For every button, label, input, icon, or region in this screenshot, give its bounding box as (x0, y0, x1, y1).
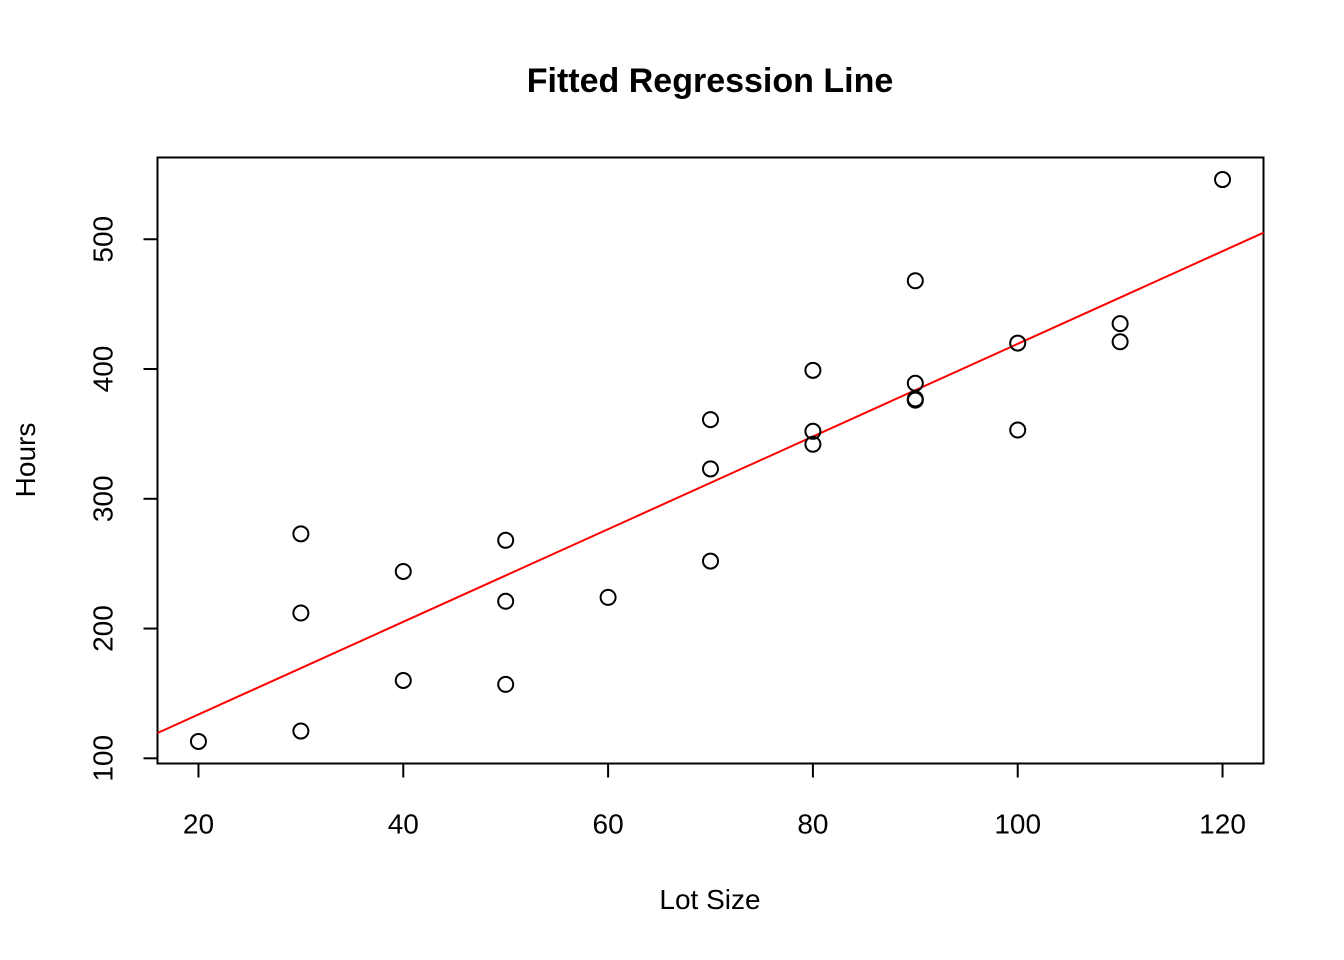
data-point (804, 422, 822, 440)
y-tick-label: 300 (88, 475, 119, 522)
data-point (189, 732, 207, 750)
x-tick-label: 20 (183, 809, 214, 840)
data-point (702, 552, 719, 570)
data-point (1009, 334, 1027, 352)
data-point (906, 272, 924, 290)
y-tick-label: 200 (88, 605, 119, 652)
data-point (906, 390, 924, 408)
x-axis-label: Lot Size (659, 884, 760, 915)
data-point (292, 722, 310, 740)
data-point (599, 588, 617, 606)
y-tick-label: 400 (88, 346, 119, 393)
data-point (804, 435, 822, 453)
data-point (497, 531, 515, 549)
data-point (1009, 421, 1027, 439)
regression-line (157, 231, 1264, 734)
data-point (906, 374, 924, 392)
data-point (702, 460, 719, 478)
y-axis: 100 200 300 400 500 (88, 216, 159, 782)
data-point (394, 671, 412, 689)
x-tick-label: 100 (994, 809, 1041, 840)
y-axis-label: Hours (10, 423, 41, 498)
chart-title: Fitted Regression Line (527, 62, 894, 100)
data-point (497, 592, 515, 610)
data-point (804, 361, 822, 379)
x-tick-label: 60 (593, 809, 624, 840)
data-point (292, 604, 310, 622)
data-point (394, 562, 412, 580)
x-tick-label: 40 (388, 809, 419, 840)
data-point (497, 675, 515, 693)
data-point (1111, 333, 1129, 351)
data-point (1111, 315, 1129, 333)
data-point (292, 525, 310, 543)
data-point (702, 411, 719, 429)
y-tick-label: 100 (88, 735, 119, 782)
x-tick-label: 80 (797, 809, 828, 840)
y-tick-label: 500 (88, 216, 119, 263)
x-tick-label: 120 (1199, 809, 1246, 840)
data-point (1214, 171, 1232, 189)
plot-area (157, 171, 1264, 750)
x-axis: 20 40 60 80 100 120 (183, 762, 1246, 840)
